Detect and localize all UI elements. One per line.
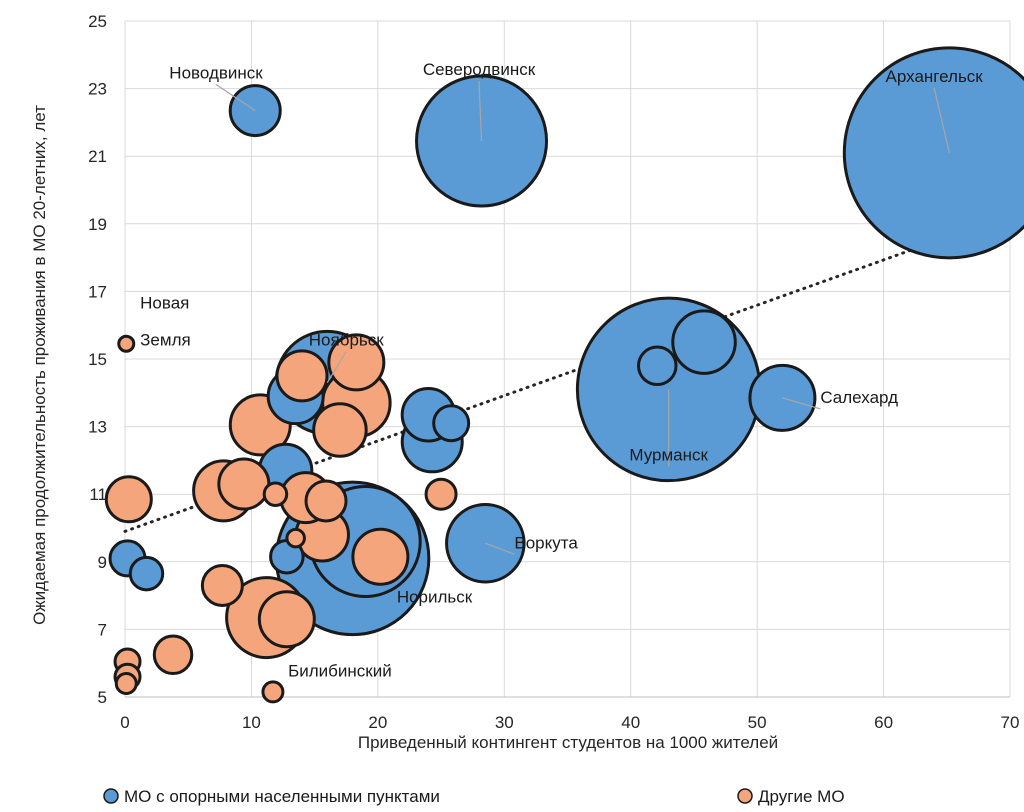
y-axis-ticks: 5 7 9 11 13 15 17 19 21 23 25	[88, 12, 107, 707]
annotation-leader	[782, 397, 821, 410]
y-tick-label: 11	[89, 485, 107, 504]
bubble-orange-17	[262, 481, 289, 507]
legend-marker-blue	[103, 788, 119, 804]
y-tick-label: 25	[88, 12, 107, 31]
x-tick-label: 70	[1001, 713, 1020, 732]
trendline	[123, 235, 949, 533]
annotation-leader	[326, 351, 347, 383]
x-tick-label: 30	[495, 713, 514, 732]
y-tick-label: 5	[98, 688, 107, 707]
y-tick-label: 21	[88, 147, 107, 166]
bubble-orange-21	[114, 671, 138, 695]
annotation-label: Новая	[140, 293, 189, 312]
bubble-orange-7	[312, 402, 368, 458]
y-tick-label: 13	[88, 418, 107, 437]
legend-label-blue: МО с опорными населенными пунктами	[124, 787, 440, 806]
annotation-label: Северодвинск	[423, 60, 536, 79]
annotation-label: Воркута	[514, 533, 578, 552]
bubble-orange-22	[261, 680, 285, 704]
y-tick-label: 17	[88, 282, 107, 301]
y-tick-label: 15	[88, 350, 107, 369]
annotation-label: Новодвинск	[169, 63, 263, 82]
legend-marker-orange	[737, 788, 753, 804]
annotations: Архангельск Северодвинск Новодвинск Новая Зе…	[140, 60, 983, 681]
bubble-orange-10	[217, 457, 271, 511]
x-axis-ticks: 0 10 20 30 40 50 60 70	[120, 713, 1019, 732]
annotation-label: Ноябрьск	[309, 330, 384, 349]
y-axis-title: Ожидаемая продолжительность проживания в…	[30, 105, 49, 625]
annotation-leader	[485, 542, 515, 555]
bubble-blue-7	[671, 309, 737, 375]
y-tick-label: 19	[88, 215, 107, 234]
x-tick-label: 60	[874, 713, 893, 732]
bubble-orange-16	[424, 477, 458, 511]
annotation-label: Билибинский	[288, 662, 392, 681]
x-tick-label: 0	[120, 713, 129, 732]
bubble-blue-5	[445, 502, 526, 584]
legend-label-orange: Другие МО	[758, 787, 845, 806]
annotation-leader	[215, 83, 256, 112]
bubble-orange-18	[285, 527, 306, 549]
bubble-orange-12	[304, 479, 348, 523]
bubbles	[104, 46, 1024, 704]
y-tick-label: 9	[98, 553, 107, 572]
bubble-blue-17	[128, 555, 165, 592]
x-tick-label: 50	[748, 713, 767, 732]
bubble-blue-8	[637, 345, 678, 387]
annotation-label: Мурманск	[629, 445, 708, 464]
y-tick-label: 7	[98, 620, 107, 639]
trendline-line	[123, 235, 949, 533]
bubble-orange-23	[117, 334, 136, 353]
bubble-orange-5	[327, 333, 386, 392]
x-tick-label: 40	[621, 713, 640, 732]
bubble-orange-6	[275, 349, 329, 403]
annotation-label: Земля	[140, 330, 191, 349]
bubble-blue-11	[228, 84, 282, 138]
x-tick-label: 20	[368, 713, 387, 732]
bubble-blue-0	[842, 46, 1024, 260]
bubble-orange-1	[257, 590, 316, 649]
bubble-blue-14	[432, 404, 471, 443]
y-tick-label: 23	[88, 80, 107, 99]
annotation-label: Салехард	[820, 388, 898, 407]
legend: МО с опорными населенными пунктами Други…	[103, 787, 845, 806]
bubble-orange-13	[104, 475, 153, 524]
x-axis-title: Приведенный контингент студентов на 1000…	[358, 733, 778, 752]
annotation-label: Архангельск	[886, 67, 984, 86]
annotation-label: Норильск	[397, 587, 473, 606]
x-tick-label: 10	[242, 713, 261, 732]
annotation-leader	[933, 87, 950, 153]
bubble-orange-2	[351, 527, 410, 586]
annotation-leader	[478, 81, 483, 142]
bubble-orange-15	[152, 634, 194, 675]
bubble-orange-14	[200, 563, 244, 607]
